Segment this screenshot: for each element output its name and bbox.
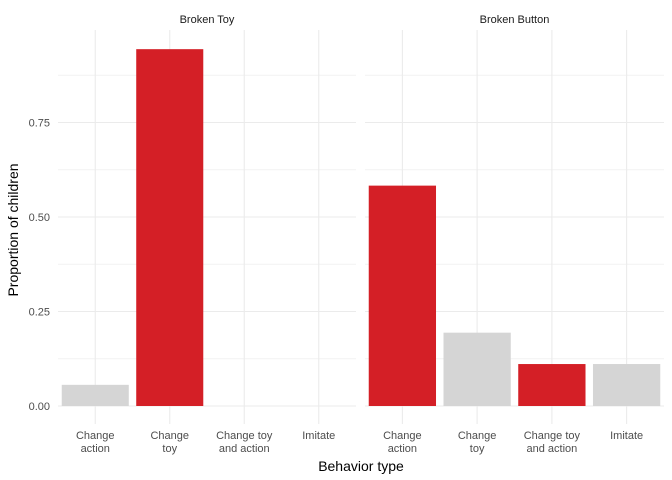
facet-title: Broken Button [480, 14, 550, 26]
x-tick-label: toy [162, 443, 177, 455]
x-tick-label: Change toy [524, 430, 581, 442]
y-axis-title: Proportion of children [5, 163, 21, 296]
bar-layer [61, 49, 661, 406]
x-tick-label: Change [458, 430, 497, 442]
x-tick-label: Imitate [302, 430, 335, 442]
x-tick-label: and action [526, 443, 577, 455]
y-tick-label: 0.25 [29, 307, 50, 319]
x-tick-label: Change [150, 430, 189, 442]
x-tick-label: Change [383, 430, 422, 442]
y-tick-label: 0.75 [29, 118, 50, 130]
x-tick-label: Imitate [610, 430, 643, 442]
x-tick-label: action [81, 443, 110, 455]
x-tick-label: action [388, 443, 417, 455]
facet-title: Broken Toy [180, 14, 235, 26]
y-tick-label: 0.50 [29, 212, 50, 224]
bar [592, 364, 661, 406]
bar [61, 384, 129, 406]
x-tick-label: Change [76, 430, 115, 442]
bar [443, 332, 511, 406]
x-axis-title: Behavior type [318, 458, 404, 474]
bar [368, 185, 437, 406]
x-tick-label: and action [219, 443, 270, 455]
x-tick-label: Change toy [216, 430, 273, 442]
y-tick-label: 0.00 [29, 401, 50, 413]
x-tick-label: toy [470, 443, 485, 455]
bar [518, 364, 586, 406]
bar [136, 49, 204, 406]
